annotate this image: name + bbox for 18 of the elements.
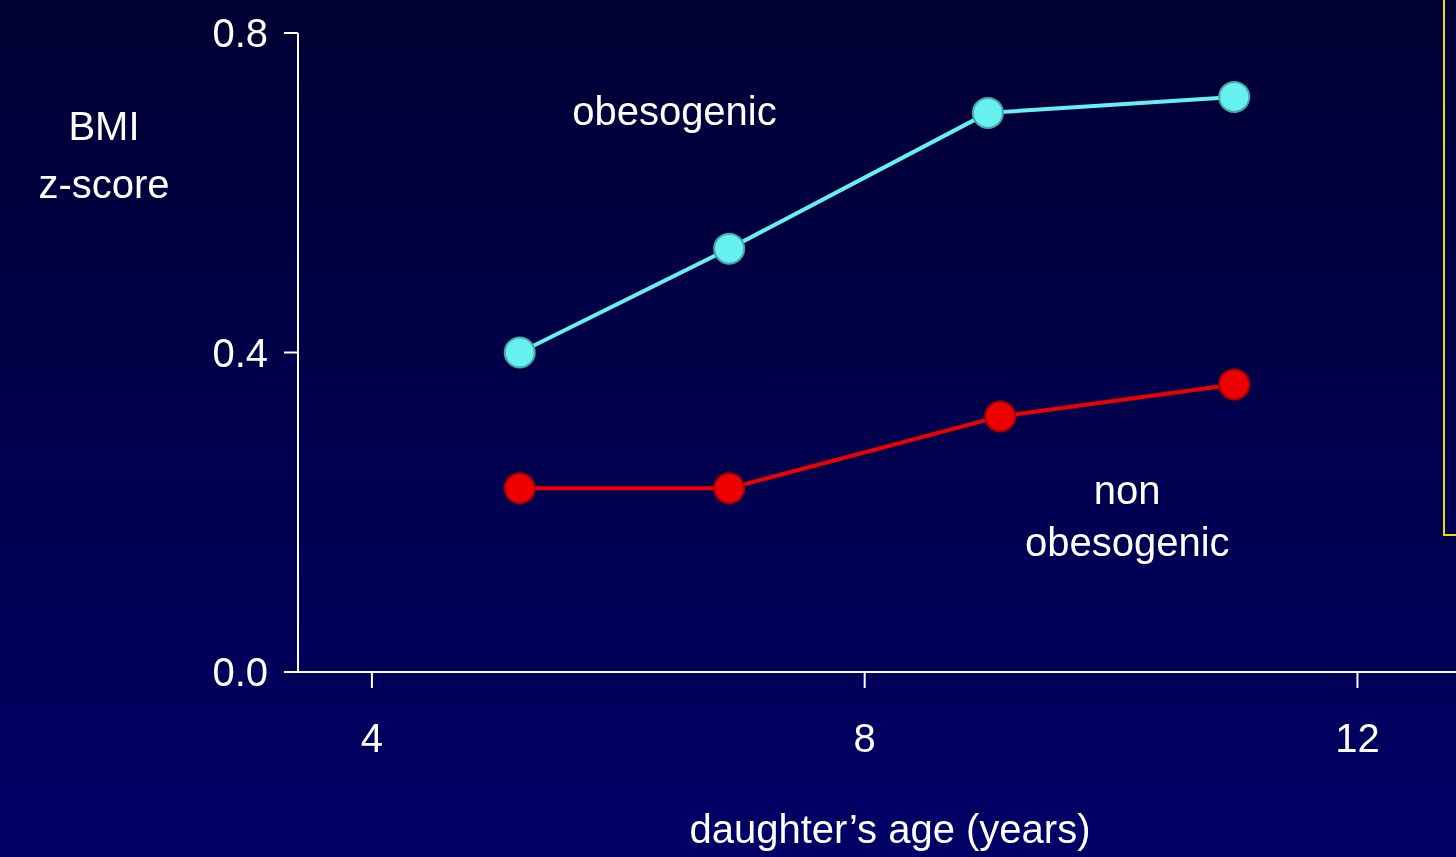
y-axis-title: BMI z-score bbox=[38, 104, 170, 206]
y-tick-label: 0.4 bbox=[212, 330, 268, 375]
point bbox=[1218, 80, 1251, 113]
point bbox=[713, 232, 746, 265]
text: obesogenic bbox=[572, 88, 777, 133]
x-tick-label: 4 bbox=[360, 716, 384, 760]
point bbox=[971, 96, 1004, 129]
y-tick-label: 0.8 bbox=[212, 11, 268, 55]
point bbox=[713, 472, 746, 505]
y-tick-label: 0.0 bbox=[212, 650, 268, 694]
point bbox=[503, 472, 536, 505]
point bbox=[503, 336, 536, 369]
x-tick-label: 12 bbox=[1335, 716, 1380, 760]
x-tick-label: 8 bbox=[853, 716, 876, 760]
point bbox=[984, 400, 1017, 433]
series-label: non obesogenic bbox=[1024, 468, 1230, 565]
point bbox=[1218, 368, 1251, 401]
x-axis-title: daughter’s age (years) bbox=[689, 807, 1091, 851]
